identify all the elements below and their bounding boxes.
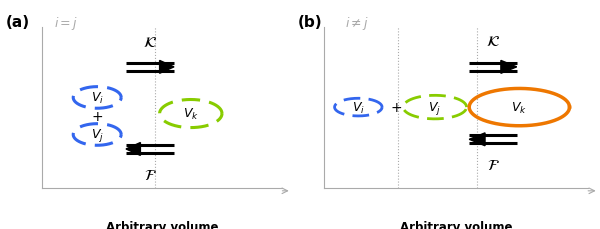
Text: $V_i$: $V_i$: [91, 90, 104, 106]
Polygon shape: [160, 61, 174, 74]
Text: +: +: [391, 101, 403, 114]
Text: Arbitrary volume: Arbitrary volume: [106, 220, 218, 229]
Text: $i = j$: $i = j$: [54, 15, 78, 32]
Text: $V_k$: $V_k$: [183, 106, 199, 122]
Text: $i \neq j$: $i \neq j$: [345, 15, 370, 32]
Text: Arbitrary volume: Arbitrary volume: [400, 220, 512, 229]
Text: $V_k$: $V_k$: [511, 100, 527, 115]
Text: $V_j$: $V_j$: [428, 99, 442, 116]
Text: +: +: [91, 109, 103, 123]
Text: $\mathcal{F}$: $\mathcal{F}$: [487, 157, 499, 172]
Text: $V_j$: $V_j$: [91, 126, 104, 143]
Text: $\mathcal{K}$: $\mathcal{K}$: [486, 33, 500, 48]
Polygon shape: [501, 61, 517, 74]
Text: $V_i$: $V_i$: [352, 100, 365, 115]
Text: (b): (b): [298, 15, 322, 30]
Text: $\mathcal{K}$: $\mathcal{K}$: [143, 35, 157, 50]
Text: (a): (a): [6, 15, 30, 30]
Polygon shape: [469, 133, 485, 146]
Text: $\mathcal{F}$: $\mathcal{F}$: [143, 167, 157, 182]
Polygon shape: [126, 143, 140, 156]
